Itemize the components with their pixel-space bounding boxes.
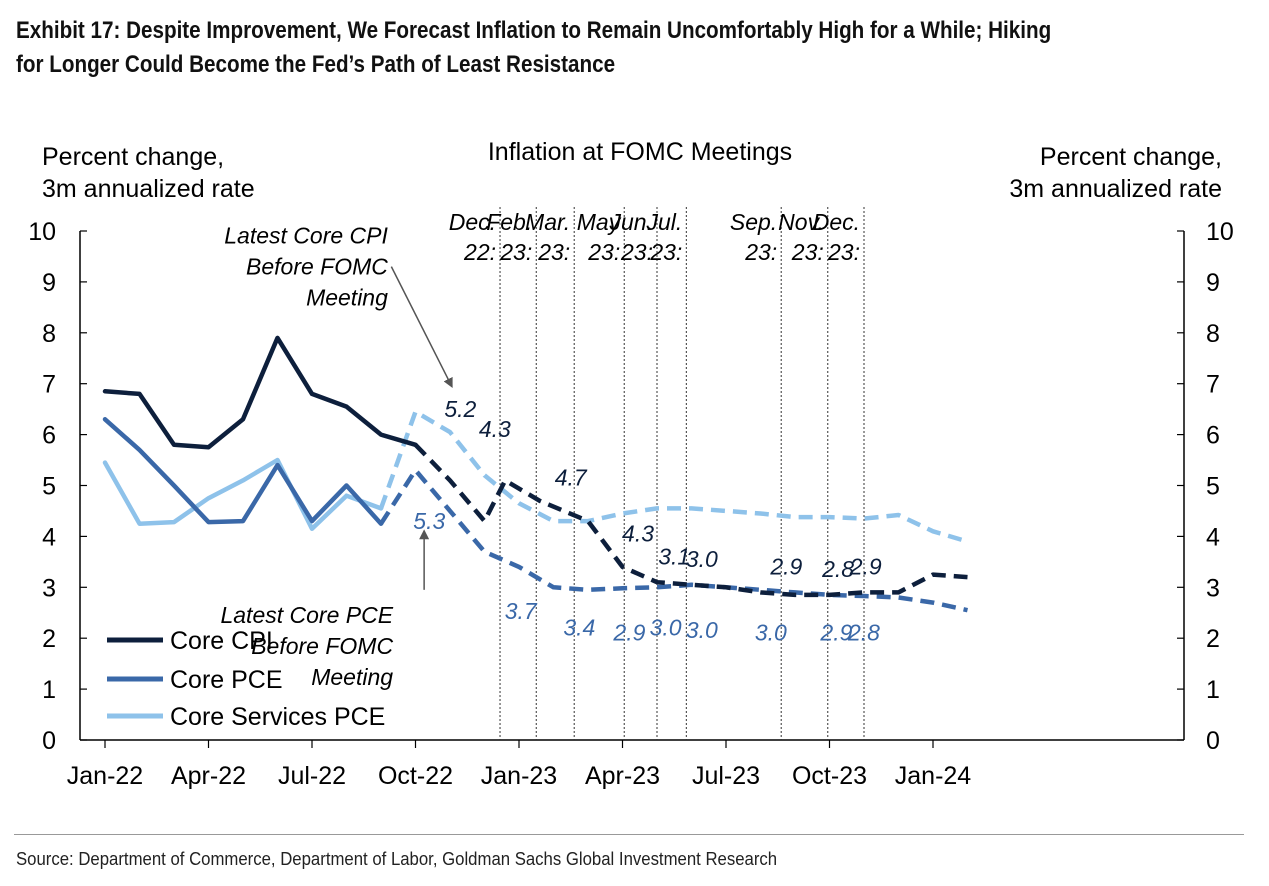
source-note: Source: Department of Commerce, Departme… bbox=[16, 849, 778, 869]
x-tick-label: Oct-22 bbox=[378, 762, 453, 790]
fomc-meeting-label: 23: bbox=[620, 239, 653, 265]
annotation-text: Meeting bbox=[306, 285, 388, 311]
left-y-tick-label: 0 bbox=[42, 727, 56, 755]
fomc-meeting-label: 23: bbox=[587, 239, 620, 265]
annotation-text: Meeting bbox=[311, 664, 393, 690]
right-y-tick-label: 9 bbox=[1206, 269, 1220, 297]
fomc-meeting-label: Sep. bbox=[730, 209, 777, 235]
annotation-text: Before FOMC bbox=[246, 254, 388, 280]
right-y-tick-label: 3 bbox=[1206, 574, 1220, 602]
chart-title-line-2: for Longer Could Become the Fed’s Path o… bbox=[16, 51, 616, 78]
fomc-meeting-label: 22: bbox=[463, 239, 496, 265]
annotation-text: Before FOMC bbox=[251, 633, 393, 659]
x-tick-label: Oct-23 bbox=[792, 762, 867, 790]
fomc-meeting-label: 23: bbox=[537, 239, 570, 265]
right-y-tick-label: 5 bbox=[1206, 473, 1220, 501]
fomc-meeting-label: Feb. bbox=[486, 209, 532, 235]
cpi-value-label: 2.9 bbox=[769, 554, 802, 580]
chart-subtitle: Inflation at FOMC Meetings bbox=[488, 138, 792, 166]
annotation-text: Latest Core CPI bbox=[224, 223, 388, 249]
left-axis-title: 3m annualized rate bbox=[42, 175, 255, 203]
legend-label: Core Services PCE bbox=[170, 703, 385, 731]
cpi-value-label: 3.0 bbox=[686, 546, 718, 572]
cpi-value-label: 3.1 bbox=[658, 543, 690, 569]
footer-divider bbox=[14, 834, 1244, 835]
fomc-meeting-label: Dec. bbox=[449, 209, 496, 235]
right-y-tick-label: 2 bbox=[1206, 625, 1220, 653]
right-y-tick-label: 1 bbox=[1206, 676, 1220, 704]
left-y-tick-label: 4 bbox=[42, 523, 56, 551]
right-y-tick-label: 6 bbox=[1206, 422, 1220, 450]
cpi-value-label: 4.3 bbox=[479, 416, 511, 442]
x-tick-label: Apr-23 bbox=[585, 762, 660, 790]
left-y-tick-label: 3 bbox=[42, 574, 56, 602]
right-y-tick-label: 4 bbox=[1206, 523, 1220, 551]
chart-title-line-1: Exhibit 17: Despite Improvement, We Fore… bbox=[16, 17, 1052, 44]
x-tick-label: Jan-23 bbox=[481, 762, 557, 790]
pce-value-label: 3.0 bbox=[686, 617, 718, 643]
left-y-tick-label: 7 bbox=[42, 371, 56, 399]
pce-value-label: 5.3 bbox=[413, 508, 445, 534]
x-tick-label: Jan-22 bbox=[67, 762, 143, 790]
left-y-tick-label: 2 bbox=[42, 625, 56, 653]
fomc-meeting-label: Mar. bbox=[525, 209, 570, 235]
core-pce-actual-line bbox=[102, 417, 384, 526]
fomc-meeting-label: 23: bbox=[649, 239, 682, 265]
fomc-meeting-label: 23: bbox=[827, 239, 860, 265]
pce-value-label: 3.4 bbox=[563, 615, 595, 641]
core-cpi-actual-line bbox=[102, 335, 418, 450]
legend-label: Core PCE bbox=[170, 666, 283, 694]
pce-value-label: 3.0 bbox=[755, 620, 787, 646]
pce-value-label: 2.9 bbox=[819, 620, 852, 646]
core-services-pce-forecast-line bbox=[378, 409, 969, 544]
cpi-value-label: 5.2 bbox=[444, 396, 476, 422]
right-axis-title: Percent change, bbox=[1040, 143, 1222, 171]
fomc-meeting-label: Nov. bbox=[778, 209, 824, 235]
pce-value-label: 2.9 bbox=[612, 620, 645, 646]
left-y-tick-label: 8 bbox=[42, 320, 56, 348]
left-y-tick-label: 10 bbox=[28, 218, 56, 246]
x-tick-label: Jul-23 bbox=[692, 762, 760, 790]
inflation-chart: Inflation at FOMC Meetings Percent change… bbox=[28, 138, 1234, 790]
fomc-meeting-label: May bbox=[577, 209, 622, 235]
core-cpi-forecast-line bbox=[413, 443, 968, 598]
right-y-tick-label: 7 bbox=[1206, 371, 1220, 399]
fomc-meeting-label: 23: bbox=[499, 239, 532, 265]
core-services-pce-actual-line bbox=[102, 457, 384, 532]
right-axis-title: 3m annualized rate bbox=[1009, 175, 1222, 203]
pce-value-label: 2.8 bbox=[847, 620, 880, 646]
fomc-meeting-label: Jun. bbox=[609, 209, 653, 235]
annotation-arrow bbox=[390, 266, 453, 389]
pce-value-label: 3.7 bbox=[505, 598, 538, 624]
fomc-meeting-label: Dec. bbox=[813, 209, 860, 235]
left-y-tick-label: 5 bbox=[42, 473, 56, 501]
legend-label: Core CPI bbox=[170, 627, 273, 655]
core-pce-forecast-line bbox=[379, 467, 968, 613]
x-tick-label: Jan-24 bbox=[895, 762, 972, 790]
left-y-tick-label: 9 bbox=[42, 269, 56, 297]
pce-value-label: 3.0 bbox=[650, 615, 682, 641]
cpi-value-label: 2.8 bbox=[821, 556, 854, 582]
cpi-value-label: 4.3 bbox=[622, 520, 654, 546]
x-tick-label: Apr-22 bbox=[171, 762, 246, 790]
left-y-tick-label: 1 bbox=[42, 676, 56, 704]
x-tick-label: Jul-22 bbox=[278, 762, 346, 790]
annotation-text: Latest Core PCE bbox=[220, 602, 393, 628]
fomc-meeting-label: 23: bbox=[791, 239, 824, 265]
right-y-tick-label: 8 bbox=[1206, 320, 1220, 348]
fomc-meeting-label: 23: bbox=[744, 239, 777, 265]
right-y-tick-label: 10 bbox=[1206, 218, 1234, 246]
right-y-tick-label: 0 bbox=[1206, 727, 1220, 755]
chart-title: Exhibit 17: Despite Improvement, We Fore… bbox=[16, 14, 1074, 82]
left-y-tick-label: 6 bbox=[42, 422, 56, 450]
fomc-meeting-label: Jul. bbox=[646, 209, 683, 235]
cpi-value-label: 2.9 bbox=[849, 554, 882, 580]
cpi-value-label: 4.7 bbox=[555, 465, 588, 491]
left-axis-title: Percent change, bbox=[42, 143, 224, 171]
